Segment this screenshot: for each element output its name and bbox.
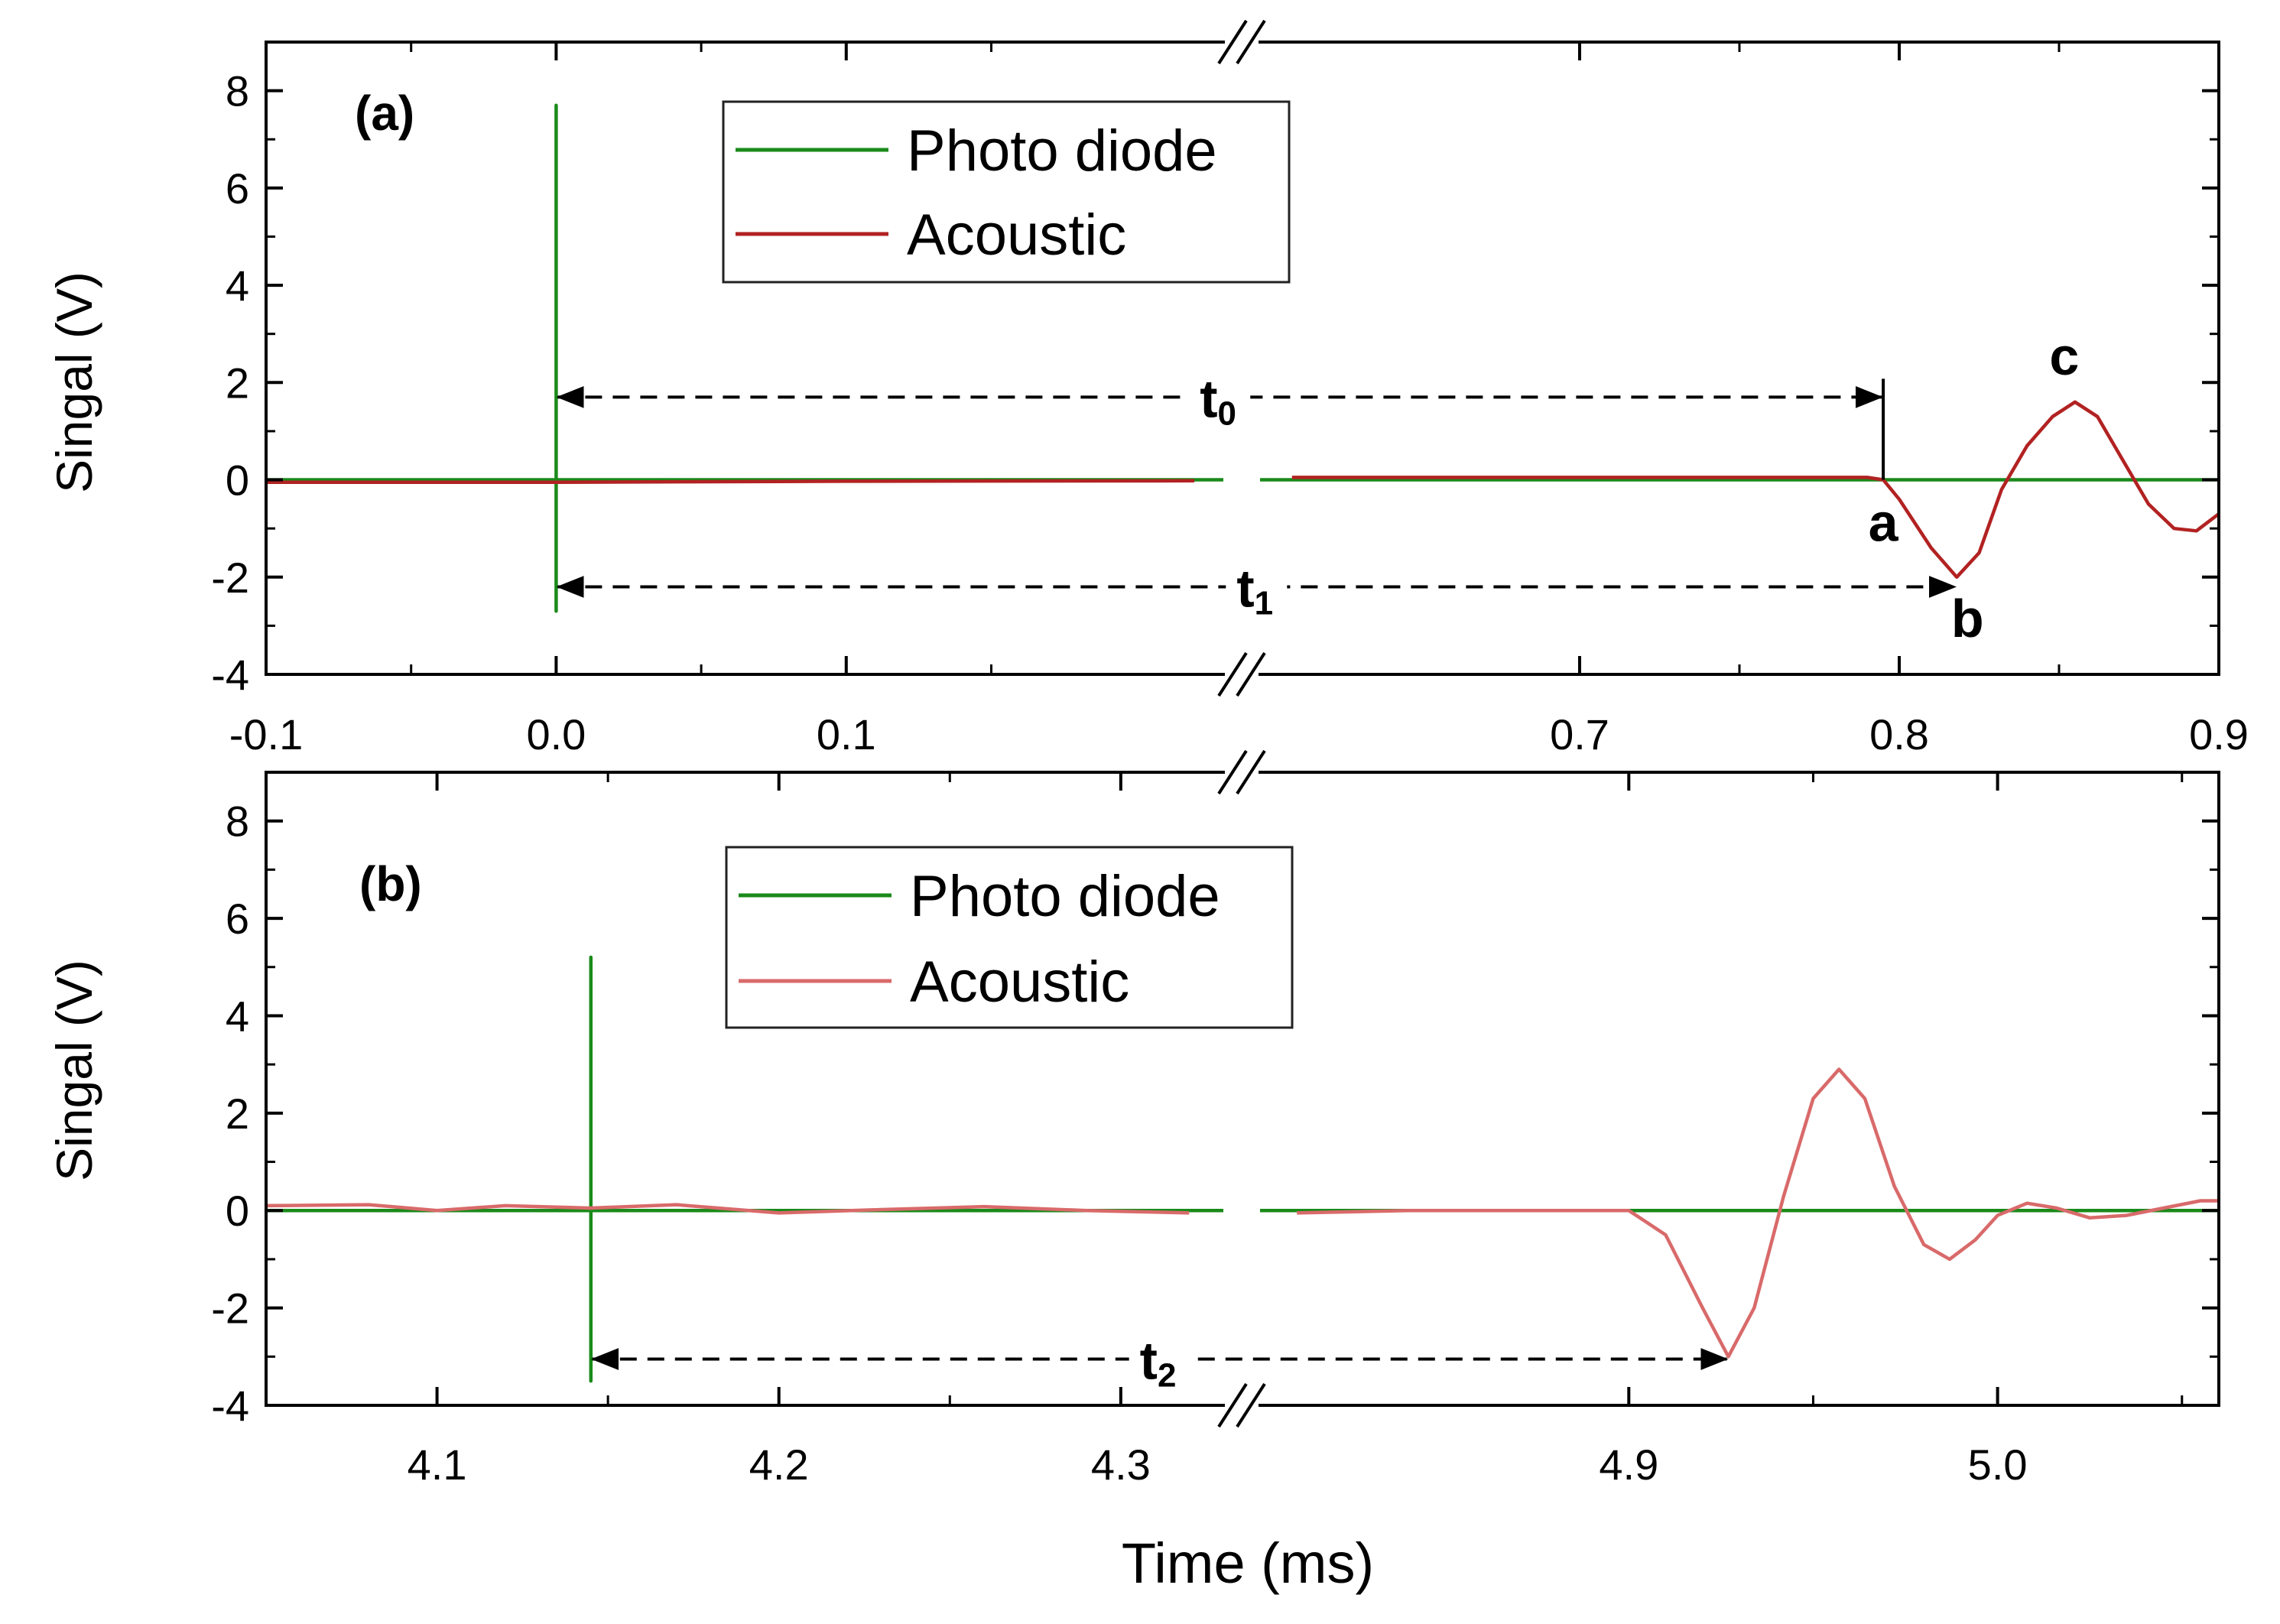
panel-a-ytick-label-5: -2 bbox=[211, 554, 249, 602]
panel-b-ytick-label-4: 0 bbox=[226, 1187, 249, 1235]
panel-a-legend-acoustic-label: Acoustic bbox=[907, 203, 1126, 268]
panel-b-label: (b) bbox=[359, 856, 422, 911]
panel-a-interval-label-bg-t1 bbox=[1226, 551, 1288, 616]
panel-b-xtick-label-1-1: 5.0 bbox=[1968, 1440, 2028, 1489]
panel-a-interval-label-bg-t0 bbox=[1189, 362, 1251, 427]
panel-b-xtick-label-1-0: 4.9 bbox=[1599, 1440, 1658, 1489]
panel-a-ytick-label-2: 4 bbox=[226, 261, 249, 310]
panel-b-xtick-label-0-0: 4.1 bbox=[408, 1440, 467, 1489]
panel-b-xlabel: Time (ms) bbox=[1122, 1531, 1374, 1595]
panel-a-axis-break-slash-top-2 bbox=[1236, 19, 1266, 65]
panel-b-ytick-label-5: -2 bbox=[211, 1285, 249, 1333]
panel-b-interval-label-subscript-2: 2 bbox=[1158, 1356, 1176, 1394]
panel-a-ytick-label-0: 8 bbox=[226, 67, 249, 115]
panel-a-xtick-label-1-1: 0.8 bbox=[1869, 710, 1929, 758]
panel-a-ylabel: Singal (V) bbox=[46, 271, 102, 493]
panel-a-ytick-label-1: 6 bbox=[226, 164, 249, 213]
panel-b-legend-photodiode-label: Photo diode bbox=[910, 864, 1220, 929]
panel-a: 8 6 4 2 0 -2 -4 -0.1 0.0 0.1 0.7 0.8 0.9 (a) Singal … bbox=[46, 19, 2249, 758]
panel-a-axis-break-slash-bottom-2 bbox=[1236, 651, 1266, 697]
panel-b-axis-break-slash-bottom-2 bbox=[1236, 1382, 1266, 1428]
panel-b-ytick-label-6: -4 bbox=[211, 1382, 249, 1430]
panel-a-interval-label-subscript-0: 0 bbox=[1218, 395, 1236, 432]
panel-b-xtick-label-0-1: 4.2 bbox=[749, 1440, 809, 1489]
panel-a-xtick-label-1-0: 0.7 bbox=[1550, 710, 1609, 758]
panel-b-ytick-label-0: 8 bbox=[226, 797, 249, 846]
panel-b-legend-acoustic-label: Acoustic bbox=[910, 950, 1129, 1015]
panel-a-xtick-label-0-2: 0.1 bbox=[817, 710, 876, 758]
panel-b-axis-break-slash-top-2 bbox=[1236, 749, 1266, 795]
panel-a-axis-break-slash-top-1 bbox=[1217, 19, 1248, 65]
panel-b-legend: Photo diode Acoustic bbox=[725, 846, 1294, 1029]
panel-b-annotations: t2 bbox=[590, 1324, 1729, 1394]
panel-a-legend-photodiode-label: Photo diode bbox=[907, 119, 1217, 184]
panel-b-legend-box bbox=[725, 846, 1294, 1029]
panel-b-axis-break-slash-top-1 bbox=[1217, 749, 1248, 795]
panel-a-point-label-c: c bbox=[2049, 326, 2079, 386]
panel-b-ylabel: Singal (V) bbox=[46, 960, 102, 1181]
panel-a-point-label-a: a bbox=[1869, 493, 1899, 553]
panel-b-series-acoustic-segment-1 bbox=[266, 1203, 1190, 1215]
panel-a-ytick-label-6: -4 bbox=[211, 651, 249, 699]
panel-b-ytick-label-1: 6 bbox=[226, 895, 249, 943]
panel-a-series-photo-diode-segment-1 bbox=[266, 103, 1223, 613]
panel-b-ytick-label-3: 2 bbox=[226, 1090, 249, 1138]
panel-b-axis-break-slash-bottom-1 bbox=[1217, 1382, 1248, 1428]
panel-a-ytick-label-4: 0 bbox=[226, 456, 249, 505]
panel-a-label: (a) bbox=[355, 86, 414, 141]
panel-a-plot-area: 8 6 4 2 0 -2 -4 -0.1 0.0 0.1 0.7 0.8 0.9 bbox=[211, 19, 2249, 758]
panel-a-ytick-label-3: 2 bbox=[226, 359, 249, 407]
panel-a-xtick-label-0-1: 0.0 bbox=[526, 710, 586, 758]
panel-a-xtick-label-1-2: 0.9 bbox=[2189, 710, 2249, 758]
panel-a-series-acoustic-segment-2 bbox=[1291, 400, 2219, 580]
panel-a-series-acoustic-segment-1 bbox=[266, 479, 1195, 484]
panel-b-xtick-label-0-2: 4.3 bbox=[1091, 1440, 1151, 1489]
panel-a-legend: Photo diode Acoustic bbox=[722, 100, 1291, 284]
panel-a-legend-box bbox=[722, 100, 1291, 284]
panel-b-series-photo-diode-segment-1 bbox=[266, 955, 1223, 1383]
panel-a-interval-label-subscript-1: 1 bbox=[1255, 584, 1273, 622]
panel-a-axis-break-slash-bottom-1 bbox=[1217, 651, 1248, 697]
panel-a-xtick-label-0-0: -0.1 bbox=[229, 710, 304, 758]
panel-b-ytick-label-2: 4 bbox=[226, 992, 249, 1040]
panel-b-interval-label-bg-t2 bbox=[1129, 1324, 1190, 1389]
panel-b-series-acoustic-segment-2 bbox=[1297, 1067, 2219, 1359]
panel-a-point-label-b: b bbox=[1951, 589, 1984, 648]
panel-b-plot-area: 8 6 4 2 0 -2 -4 4.1 4.2 4.3 4.9 5.0 bbox=[211, 749, 2220, 1489]
